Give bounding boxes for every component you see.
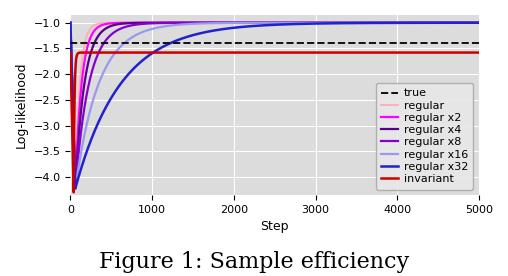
regular x2 (266, 21, 272, 24)
regular x8 (476, 21, 482, 24)
invariant (464, 51, 470, 54)
regular x16 (88, 104, 94, 107)
Y-axis label: Log-likelihood: Log-likelihood (15, 62, 28, 148)
regular (389, 21, 395, 24)
Line: regular x8: regular x8 (71, 23, 479, 189)
regular x4 (266, 21, 272, 24)
invariant (476, 51, 482, 54)
regular x16 (464, 21, 470, 24)
Line: regular x32: regular x32 (71, 23, 479, 189)
regular x32 (88, 137, 94, 140)
regular (88, 26, 94, 29)
regular (464, 21, 470, 24)
invariant (464, 51, 470, 54)
regular x2 (389, 21, 395, 24)
regular x32 (266, 23, 272, 27)
regular x32 (464, 21, 470, 24)
regular x32 (256, 24, 262, 27)
regular x8 (88, 72, 94, 75)
Line: invariant: invariant (71, 52, 479, 192)
regular (476, 21, 482, 24)
regular x16 (389, 21, 395, 24)
regular x4 (256, 21, 262, 24)
invariant (389, 51, 395, 54)
regular x2 (88, 34, 94, 37)
regular x4 (464, 21, 470, 24)
regular (72, 187, 78, 190)
regular x32 (72, 187, 78, 190)
regular x4 (389, 21, 395, 24)
regular (256, 21, 262, 24)
regular x8 (389, 21, 395, 24)
regular x32 (68, 21, 74, 24)
regular x16 (476, 21, 482, 24)
invariant (266, 51, 272, 54)
regular x32 (464, 21, 470, 24)
regular x16 (256, 21, 262, 25)
Line: regular x4: regular x4 (71, 23, 479, 189)
regular x16 (68, 21, 74, 24)
regular x8 (256, 21, 262, 24)
regular x4 (72, 187, 78, 190)
true (68, 42, 74, 45)
Line: regular: regular (71, 23, 479, 188)
invariant (88, 51, 94, 54)
regular x4 (476, 21, 482, 24)
regular x4 (464, 21, 470, 24)
Text: Figure 1: Sample efficiency: Figure 1: Sample efficiency (99, 251, 409, 273)
regular x2 (256, 21, 262, 24)
regular (266, 21, 272, 24)
regular x2 (464, 21, 470, 24)
regular x32 (476, 21, 482, 24)
Legend: true, regular, regular x2, regular x4, regular x8, regular x16, regular x32, inv: true, regular, regular x2, regular x4, r… (376, 83, 473, 190)
regular x8 (464, 21, 470, 24)
regular (68, 21, 74, 24)
regular x8 (72, 187, 78, 190)
regular x8 (464, 21, 470, 24)
regular x2 (476, 21, 482, 24)
Line: regular x16: regular x16 (71, 23, 479, 189)
invariant (68, 51, 74, 54)
invariant (71, 191, 77, 194)
regular x2 (72, 187, 78, 190)
invariant (256, 51, 262, 54)
true (68, 42, 74, 45)
regular x2 (68, 21, 74, 24)
regular x32 (389, 21, 395, 25)
regular x4 (68, 21, 74, 24)
regular x8 (266, 21, 272, 24)
regular x4 (88, 49, 94, 52)
regular x16 (464, 21, 470, 24)
regular x16 (72, 187, 78, 190)
Line: regular x2: regular x2 (71, 23, 479, 188)
regular x8 (68, 21, 74, 24)
regular x16 (266, 21, 272, 24)
X-axis label: Step: Step (261, 221, 289, 233)
regular x2 (464, 21, 470, 24)
regular (464, 21, 470, 24)
